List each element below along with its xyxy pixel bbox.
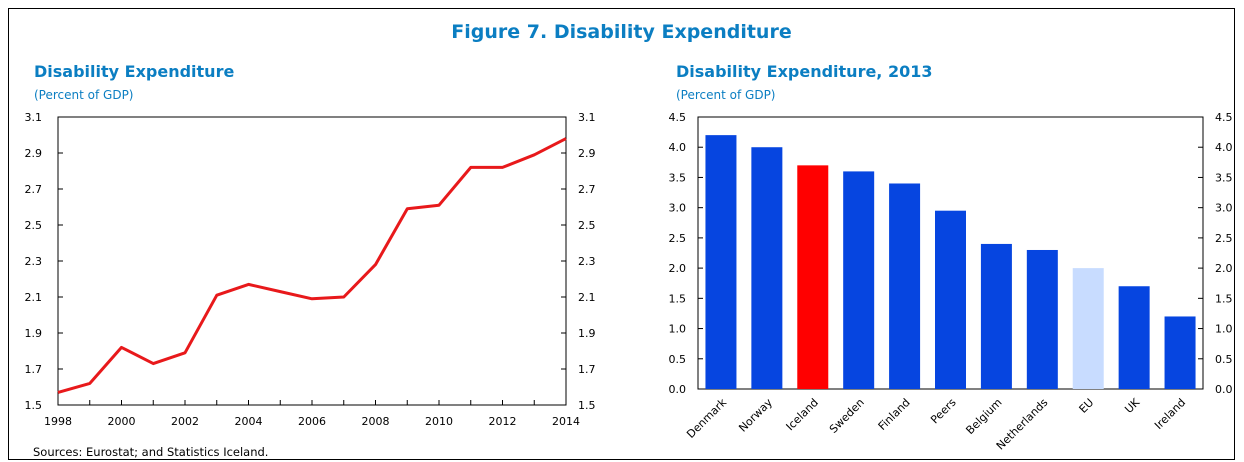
y-tick-label-left: 1.7 bbox=[25, 363, 43, 376]
bar-iceland bbox=[797, 165, 829, 389]
y-tick-label-right: 1.9 bbox=[578, 327, 596, 340]
y-tick-label-right: 2.7 bbox=[578, 183, 596, 196]
y-tick-label-right: 2.1 bbox=[578, 291, 596, 304]
bar-y-tick-label-left: 2.0 bbox=[669, 262, 687, 275]
line-chart-subtitle: (Percent of GDP) bbox=[34, 88, 134, 102]
bar-category-label: EU bbox=[1077, 396, 1097, 416]
line-chart-plot-area bbox=[57, 116, 567, 406]
y-tick-label-left: 2.9 bbox=[25, 147, 43, 160]
x-tick-label: 2000 bbox=[108, 415, 136, 428]
bar-category-label: Finland bbox=[876, 396, 913, 433]
bar-y-tick-label-left: 4.5 bbox=[669, 111, 687, 124]
y-tick-label-left: 2.7 bbox=[25, 183, 43, 196]
bar-y-tick-label-left: 3.5 bbox=[669, 171, 687, 184]
line-series-disability-expenditure bbox=[57, 137, 567, 394]
bar-y-tick-label-left: 1.0 bbox=[669, 323, 687, 336]
bar-category-label: Norway bbox=[736, 396, 775, 435]
y-tick-label-left: 3.1 bbox=[25, 111, 43, 124]
bar-y-tick-label-right: 1.0 bbox=[1215, 323, 1233, 336]
bar-y-tick-label-right: 2.0 bbox=[1215, 262, 1233, 275]
bar-category-label: Belgium bbox=[963, 396, 1004, 437]
y-tick-label-right: 3.1 bbox=[578, 111, 596, 124]
bar-y-tick-label-right: 0.0 bbox=[1215, 383, 1233, 396]
bar-belgium bbox=[980, 243, 1012, 389]
bar-finland bbox=[889, 183, 921, 389]
y-tick-label-right: 1.7 bbox=[578, 363, 596, 376]
bar-netherlands bbox=[1026, 249, 1058, 389]
bar-y-tick-label-right: 2.5 bbox=[1215, 232, 1233, 245]
bar-y-tick-label-right: 4.5 bbox=[1215, 111, 1233, 124]
line-chart-title: Disability Expenditure bbox=[34, 62, 235, 81]
figure-title: Figure 7. Disability Expenditure bbox=[451, 21, 792, 43]
x-tick-label: 2010 bbox=[425, 415, 453, 428]
x-tick-label: 2002 bbox=[171, 415, 199, 428]
y-tick-label-left: 2.5 bbox=[25, 219, 43, 232]
y-tick-label-right: 1.5 bbox=[578, 399, 596, 412]
y-tick-label-right: 2.5 bbox=[578, 219, 596, 232]
bar-ireland bbox=[1164, 316, 1196, 389]
source-note: Sources: Eurostat; and Statistics Icelan… bbox=[33, 445, 269, 459]
x-tick-label: 1998 bbox=[44, 415, 72, 428]
x-tick-label: 2006 bbox=[298, 415, 326, 428]
bar-y-tick-label-left: 3.0 bbox=[669, 202, 687, 215]
bar-y-tick-label-right: 0.5 bbox=[1215, 353, 1233, 366]
y-tick-label-left: 1.5 bbox=[25, 399, 43, 412]
bar-category-label: Iceland bbox=[784, 396, 821, 433]
bar-y-tick-label-left: 2.5 bbox=[669, 232, 687, 245]
x-tick-label: 2012 bbox=[489, 415, 517, 428]
bar-y-tick-label-right: 1.5 bbox=[1215, 292, 1233, 305]
bar-sweden bbox=[843, 171, 875, 389]
bar-category-label: Peers bbox=[928, 396, 959, 427]
y-tick-label-left: 1.9 bbox=[25, 327, 43, 340]
bar-eu bbox=[1072, 268, 1104, 389]
bar-category-label: Denmark bbox=[684, 395, 729, 440]
bar-uk bbox=[1118, 286, 1150, 389]
y-tick-label-left: 2.1 bbox=[25, 291, 43, 304]
bar-denmark bbox=[705, 135, 737, 389]
bar-y-tick-label-right: 3.0 bbox=[1215, 202, 1233, 215]
bar-chart-subtitle: (Percent of GDP) bbox=[676, 88, 776, 102]
x-tick-label: 2004 bbox=[235, 415, 263, 428]
bar-y-tick-label-left: 1.5 bbox=[669, 292, 687, 305]
bar-y-tick-label-left: 0.0 bbox=[669, 383, 687, 396]
y-tick-label-left: 2.3 bbox=[25, 255, 43, 268]
y-tick-label-right: 2.9 bbox=[578, 147, 596, 160]
bar-y-tick-label-right: 3.5 bbox=[1215, 171, 1233, 184]
bar-category-label: UK bbox=[1122, 395, 1143, 416]
bar-y-tick-label-left: 4.0 bbox=[669, 141, 687, 154]
bar-category-label: Sweden bbox=[827, 396, 867, 436]
bar-category-label: Ireland bbox=[1152, 396, 1188, 432]
bar-peers bbox=[935, 210, 966, 389]
figure-frame: Figure 7. Disability Expenditure bbox=[8, 8, 1235, 460]
bar-norway bbox=[751, 147, 783, 389]
bar-y-tick-label-left: 0.5 bbox=[669, 353, 687, 366]
y-tick-label-right: 2.3 bbox=[578, 255, 596, 268]
bar-y-tick-label-right: 4.0 bbox=[1215, 141, 1233, 154]
x-tick-label: 2014 bbox=[552, 415, 580, 428]
bar-chart-title: Disability Expenditure, 2013 bbox=[676, 62, 933, 81]
x-tick-label: 2008 bbox=[362, 415, 390, 428]
